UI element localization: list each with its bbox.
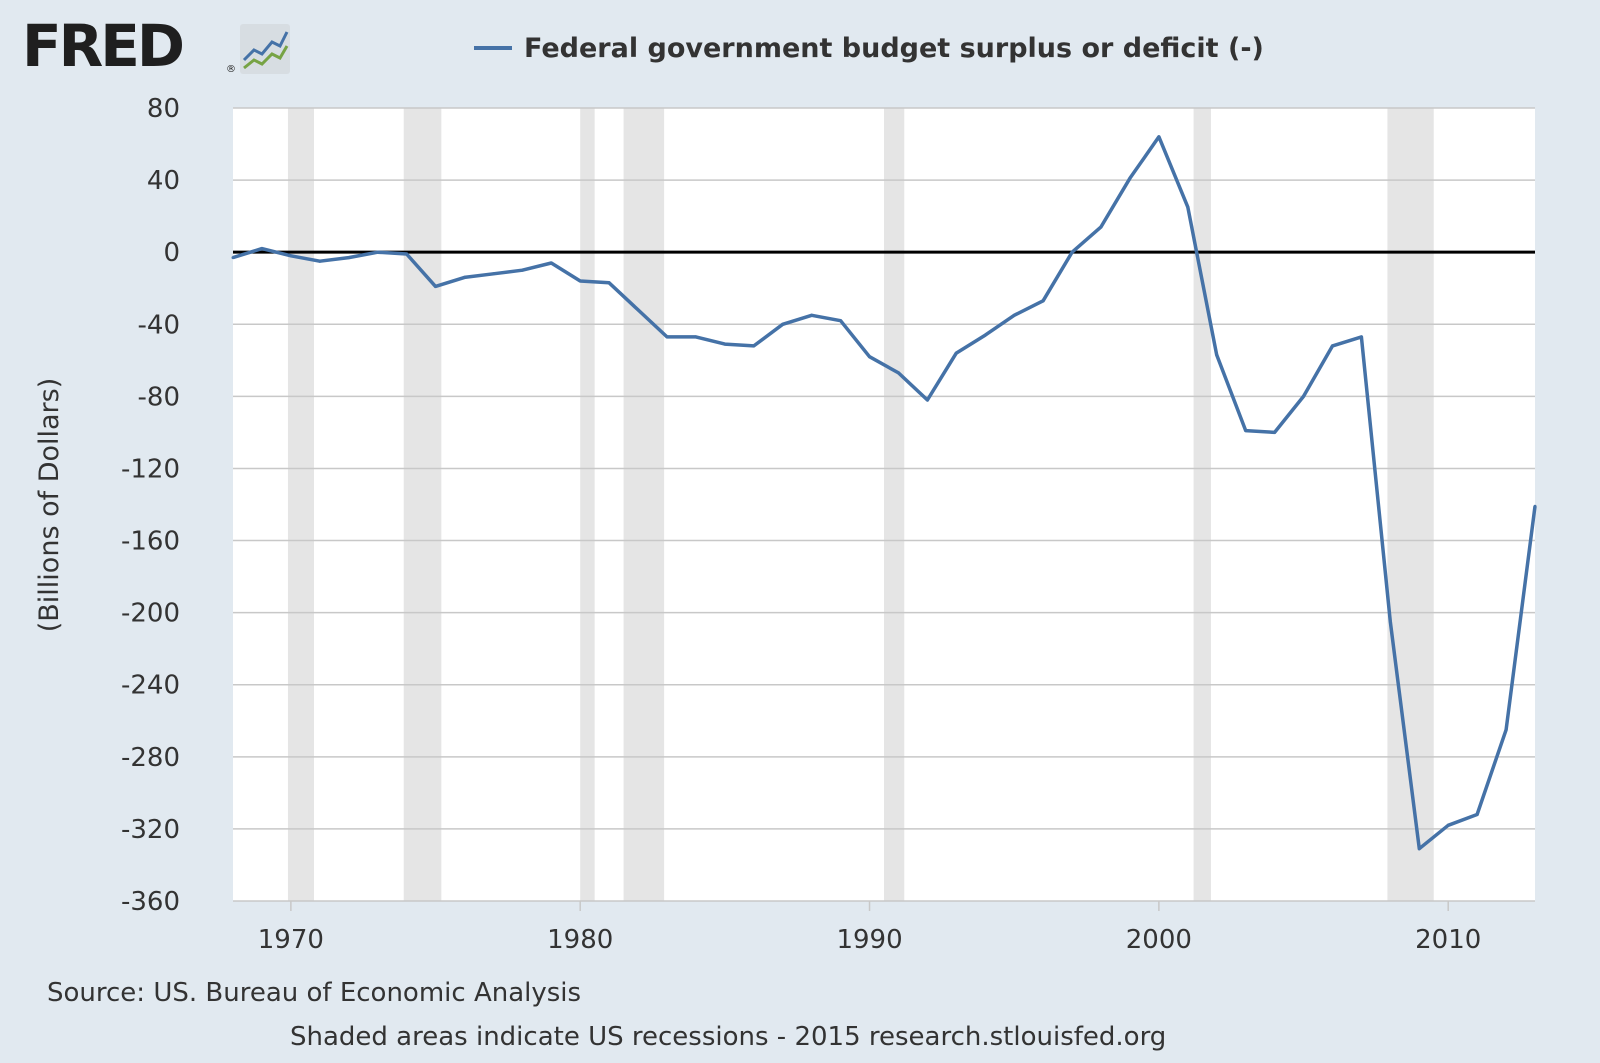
recession-band [287, 108, 315, 901]
data-point [983, 333, 987, 337]
x-tick-label: 1970 [258, 925, 324, 955]
data-point [1359, 335, 1363, 339]
recession-band [1193, 108, 1211, 901]
data-point [781, 322, 785, 326]
series-line [232, 135, 1537, 851]
x-tick-label: 2010 [1415, 925, 1481, 955]
data-point [1330, 344, 1334, 348]
data-point [1417, 847, 1421, 851]
data-point [839, 319, 843, 323]
data-point [1273, 430, 1277, 434]
data-point [462, 275, 466, 279]
data-points [231, 135, 1537, 851]
recession-bands [287, 108, 1434, 901]
y-tick-label: -240 [121, 671, 180, 701]
data-point [1388, 620, 1392, 624]
data-point [868, 355, 872, 359]
y-axis-label: (Billions of Dollars) [34, 378, 65, 633]
data-point [549, 261, 553, 265]
data-point [636, 308, 640, 312]
fred-graph-icon [240, 24, 290, 74]
data-point [491, 272, 495, 276]
data-point [752, 344, 756, 348]
data-point [1012, 313, 1016, 317]
data-point [1533, 504, 1537, 508]
recession-band [580, 108, 595, 901]
y-axis-ticks: 80 40 0 -40 -80 -120 -160 -200 -240 -280 -320 -360 [121, 94, 180, 917]
registered-mark: ® [226, 64, 236, 75]
recession-band [403, 108, 442, 901]
y-tick-label: -120 [121, 454, 180, 484]
y-tick-label: 0 [163, 238, 180, 268]
data-point [376, 250, 380, 254]
y-tick-label: -360 [121, 887, 180, 917]
legend-swatch [474, 46, 512, 50]
y-tick-label: -80 [138, 382, 180, 412]
recession-band [623, 108, 665, 901]
y-tick-label: 40 [147, 166, 180, 196]
data-point [665, 335, 669, 339]
data-point [810, 313, 814, 317]
x-tick-label: 2000 [1126, 925, 1192, 955]
recession-band [884, 108, 905, 901]
data-point [925, 398, 929, 402]
chart-legend: Federal government budget surplus or def… [474, 30, 1264, 66]
data-point [1302, 394, 1306, 398]
data-point [231, 256, 235, 260]
legend-label: Federal government budget surplus or def… [524, 32, 1264, 64]
y-tick-label: -280 [121, 743, 180, 773]
data-point [954, 351, 958, 355]
data-point [1070, 250, 1074, 254]
data-point [723, 342, 727, 346]
x-axis-ticks: 1970 1980 1990 2000 2010 [258, 901, 1481, 955]
data-point [289, 254, 293, 258]
data-point [896, 371, 900, 375]
y-tick-label: -320 [121, 815, 180, 845]
y-tick-label: 80 [147, 94, 180, 124]
data-point [607, 281, 611, 285]
data-point [1128, 176, 1132, 180]
data-point [1099, 225, 1103, 229]
data-point [1157, 135, 1161, 139]
source-note: Source: US. Bureau of Economic Analysis [47, 978, 582, 1008]
data-point [1244, 429, 1248, 433]
data-point [434, 284, 438, 288]
data-point [260, 247, 264, 251]
x-tick-label: 1990 [836, 925, 902, 955]
data-point [694, 335, 698, 339]
data-point [1215, 353, 1219, 357]
fred-logo: FRED ® [22, 16, 290, 80]
fred-logo-text: FRED [22, 12, 185, 80]
data-point [520, 268, 524, 272]
data-point [578, 279, 582, 283]
data-point [1446, 823, 1450, 827]
data-point [1041, 299, 1045, 303]
y-tick-label: -40 [138, 310, 180, 340]
data-point [1504, 728, 1508, 732]
data-point [1186, 205, 1190, 209]
data-point [318, 259, 322, 263]
y-tick-label: -200 [121, 599, 180, 629]
x-tick-label: 1980 [547, 925, 613, 955]
data-point [347, 256, 351, 260]
y-tick-label: -160 [121, 527, 180, 557]
data-point [405, 252, 409, 256]
recession-note: Shaded areas indicate US recessions - 20… [290, 1022, 1167, 1052]
data-point [1475, 812, 1479, 816]
